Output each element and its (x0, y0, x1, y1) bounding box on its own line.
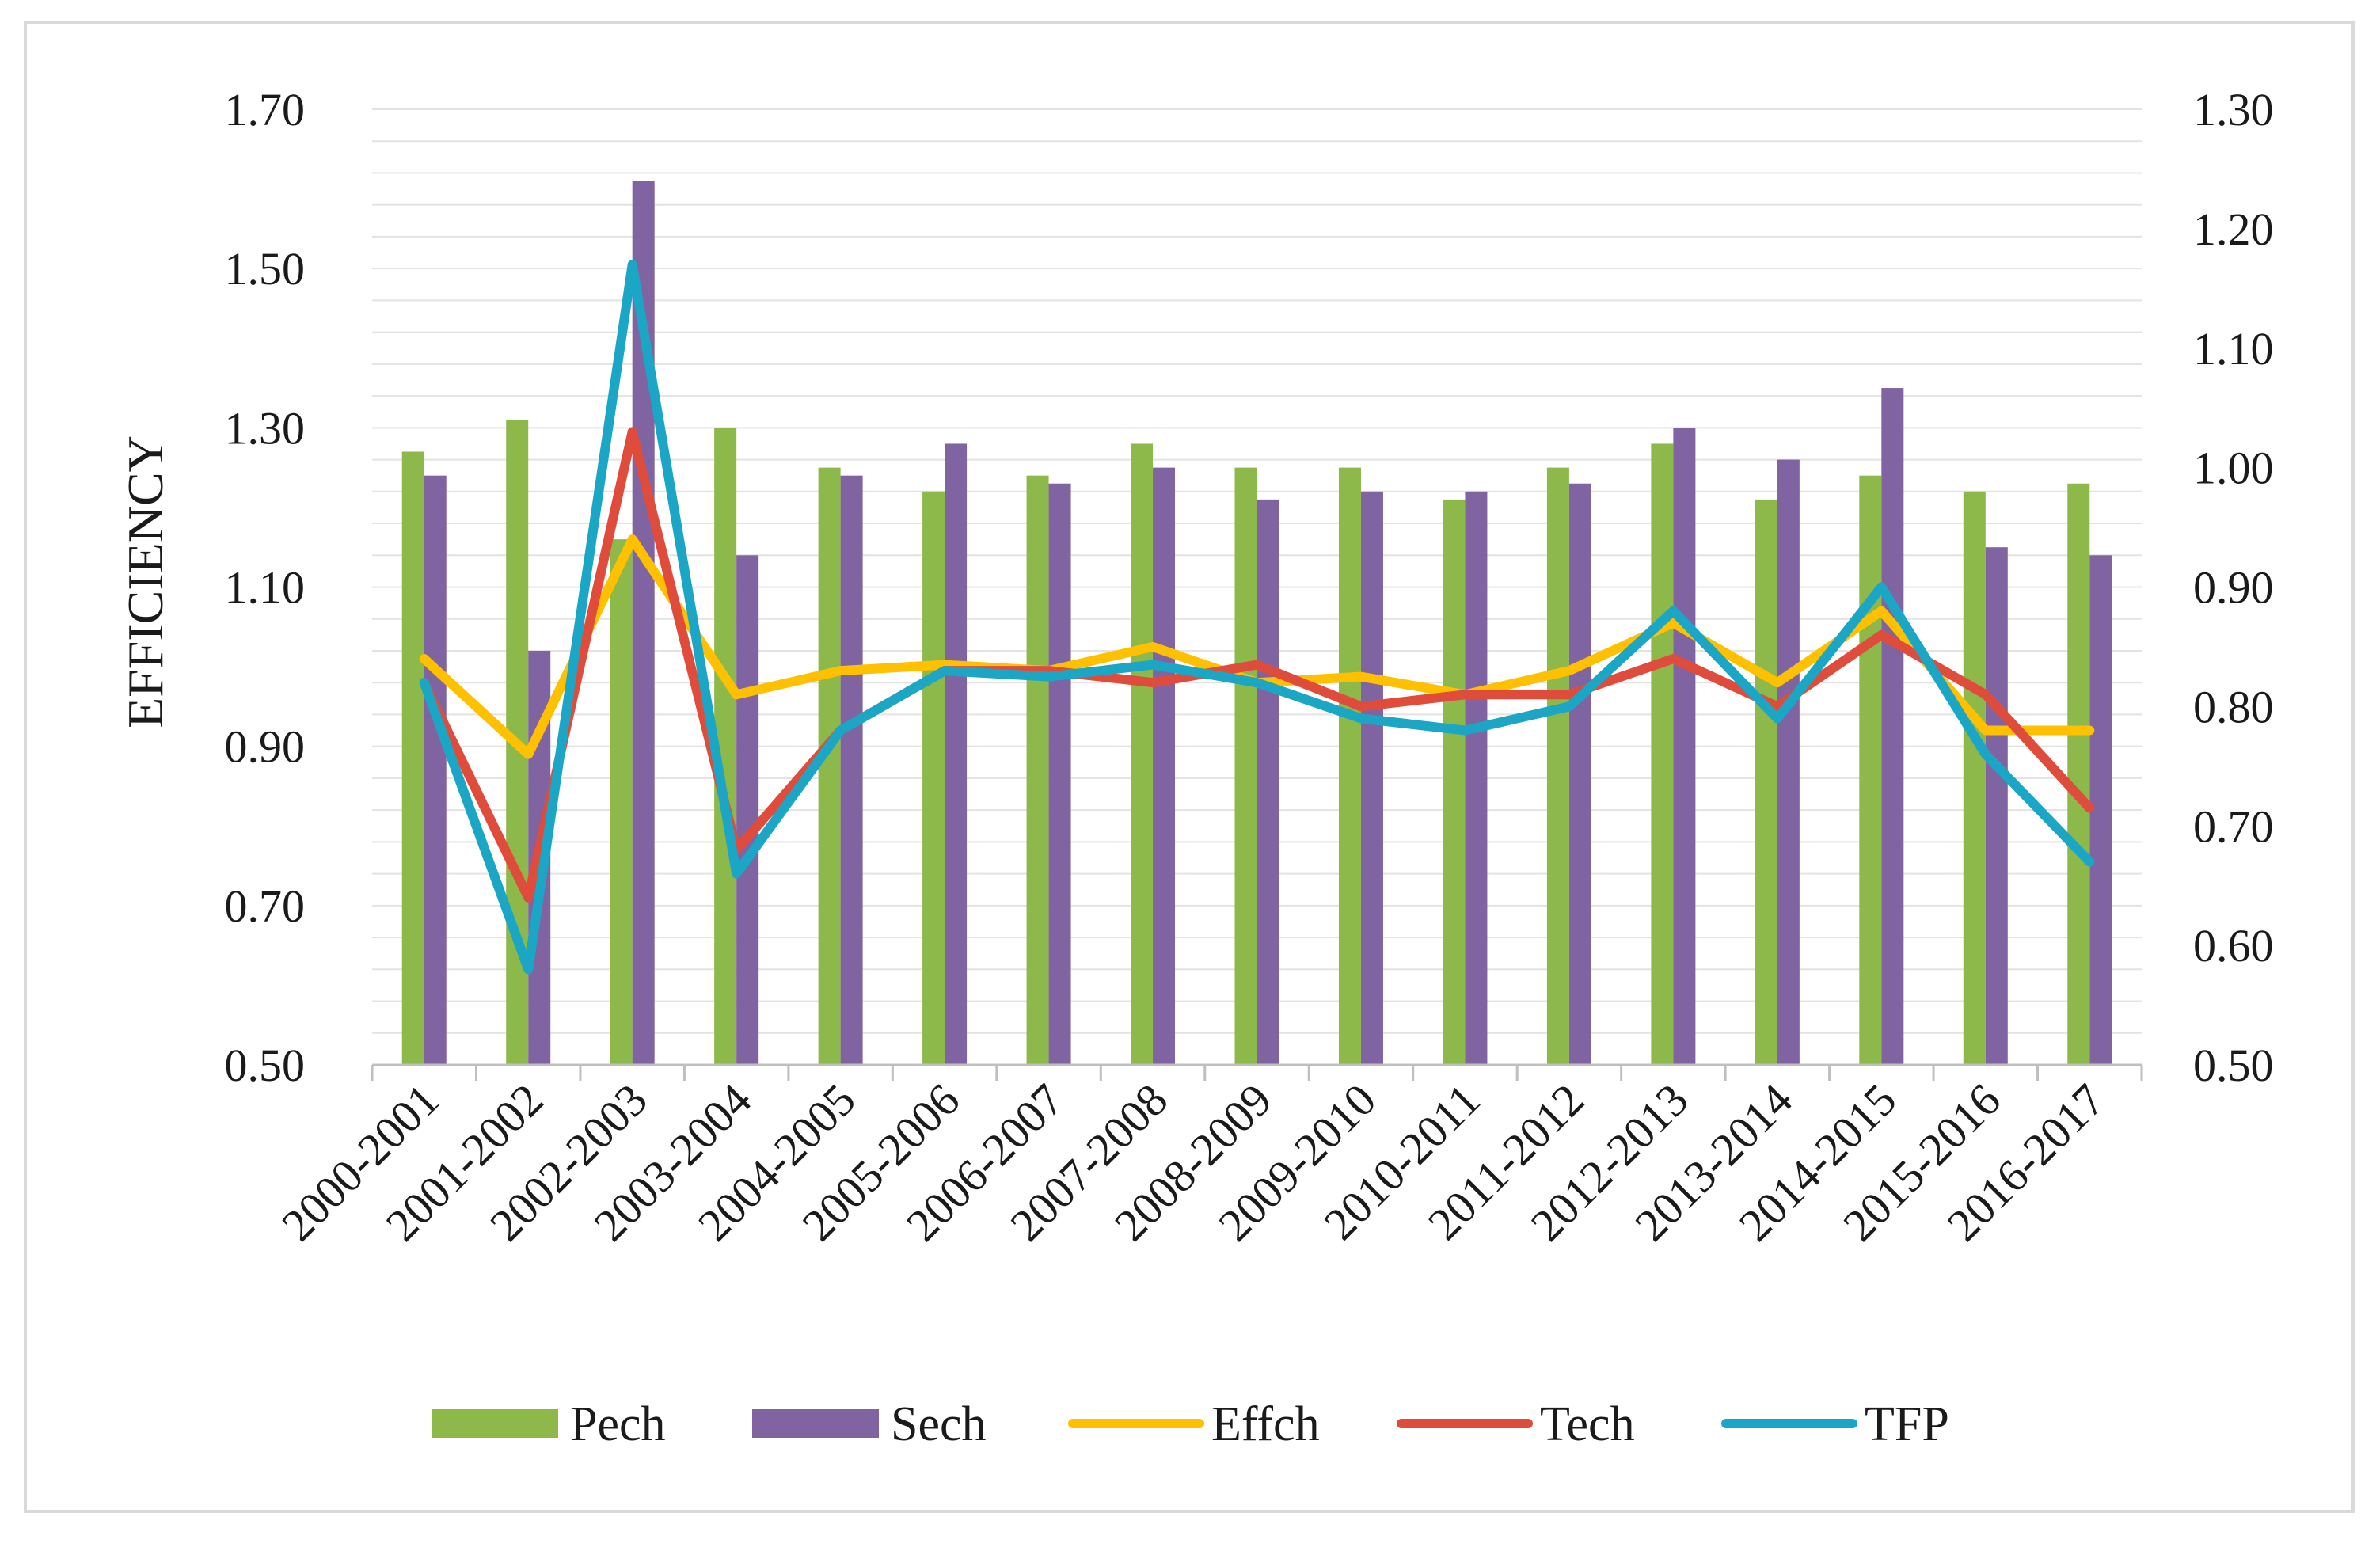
bar-pech (2067, 483, 2090, 1065)
bar-sech (840, 475, 863, 1065)
bar-pech (1651, 443, 1674, 1065)
bar-sech (1985, 547, 2008, 1065)
legend: Pech Sech Effch Tech TFP (432, 1397, 1949, 1451)
left-axis-ticks: 0.50 0.70 0.90 1.10 1.30 1.50 1.70 (225, 84, 306, 1091)
right-tick-label: 1.30 (2193, 84, 2274, 135)
right-tick-label: 0.60 (2193, 920, 2274, 971)
bar-pech (610, 539, 633, 1065)
line-series (419, 260, 2095, 975)
bar-sech (736, 555, 759, 1065)
line-tfp (419, 260, 2095, 975)
bar-sech (1048, 483, 1071, 1065)
right-tick-label: 1.00 (2193, 443, 2274, 494)
right-axis-ticks: 0.50 0.60 0.70 0.80 0.90 1.00 1.10 1.20 1.30 (2193, 84, 2274, 1091)
legend-label-effch: Effch (1211, 1397, 1320, 1451)
bar-pech (1963, 491, 1986, 1065)
bar-pech (1338, 467, 1361, 1065)
y-axis-title: EFFICIENCY (117, 435, 173, 728)
axes (371, 1063, 2143, 1081)
legend-label-pech: Pech (570, 1397, 666, 1451)
left-tick-label: 1.10 (225, 562, 306, 614)
right-tick-label: 0.80 (2193, 681, 2274, 732)
bar-pech (1234, 467, 1257, 1065)
legend-swatch-sech (752, 1409, 879, 1438)
left-tick-label: 1.50 (225, 243, 306, 295)
bar-pech (1546, 467, 1569, 1065)
left-tick-label: 1.30 (225, 402, 306, 454)
bar-pech (1755, 499, 1777, 1065)
bar-pech (818, 467, 841, 1065)
legend-label-tech: Tech (1540, 1397, 1635, 1451)
left-tick-label: 0.50 (225, 1040, 306, 1091)
legend-swatch-pech (432, 1409, 558, 1438)
bar-sech (1360, 491, 1383, 1065)
legend-label-sech: Sech (891, 1397, 987, 1451)
bar-sech (1465, 491, 1488, 1065)
bar-sech (1881, 388, 1904, 1066)
x-axis-ticks: 2000-20012001-20022002-20032003-20042004… (272, 1074, 2114, 1251)
right-tick-label: 0.50 (2193, 1040, 2274, 1091)
bar-pech (1131, 443, 1154, 1065)
bar-sech (1257, 499, 1279, 1065)
bar-sech (1777, 459, 1800, 1065)
left-tick-label: 1.70 (225, 84, 306, 135)
bar-sech (1153, 467, 1176, 1065)
line-tech (419, 427, 2095, 903)
right-tick-label: 1.20 (2193, 203, 2274, 255)
bar-pech (922, 491, 945, 1065)
bar-pech (1859, 475, 1882, 1065)
left-tick-label: 0.70 (225, 880, 306, 932)
bar-sech (945, 443, 968, 1065)
legend-label-tfp: TFP (1865, 1397, 1949, 1451)
right-tick-label: 0.90 (2193, 562, 2274, 614)
bar-sech (1568, 483, 1591, 1065)
bar-pech (1443, 499, 1466, 1065)
bar-sech (424, 475, 447, 1065)
bar-pech (1026, 475, 1049, 1065)
bar-pech (401, 451, 424, 1065)
right-tick-label: 0.70 (2193, 800, 2274, 852)
bar-sech (1673, 428, 1696, 1065)
right-tick-label: 1.10 (2193, 323, 2274, 374)
left-tick-label: 0.90 (225, 721, 306, 773)
